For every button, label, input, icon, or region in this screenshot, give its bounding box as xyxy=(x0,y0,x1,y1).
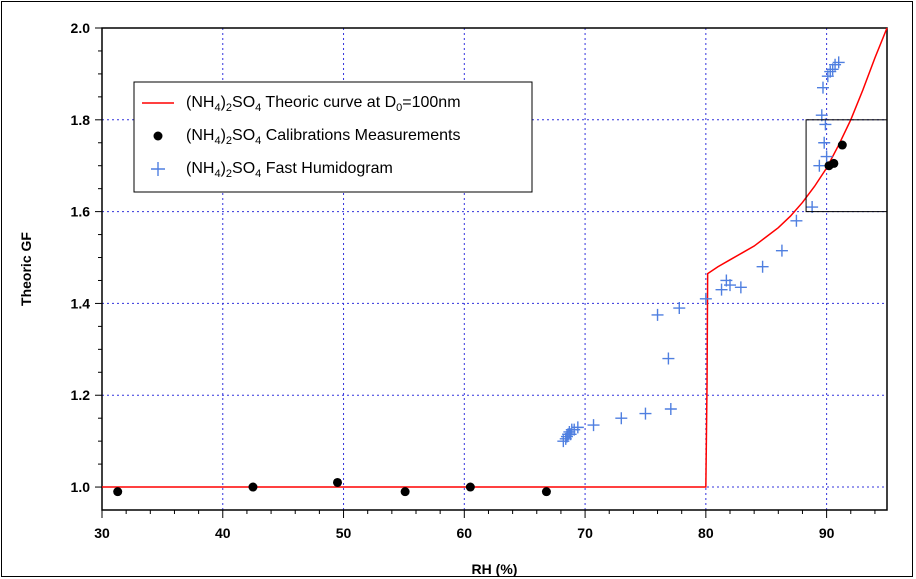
humidogram-point xyxy=(756,260,769,273)
humidogram-point xyxy=(662,352,675,365)
humidogram-point xyxy=(832,56,845,69)
humidogram-point xyxy=(587,419,600,432)
humidogram-point xyxy=(563,425,576,438)
x-tick-label: 80 xyxy=(698,525,714,541)
calibration-point xyxy=(400,487,410,497)
legend-label: (NH4)2SO4 Fast Humidogram xyxy=(186,160,393,180)
x-tick-label: 60 xyxy=(457,525,473,541)
y-axis: 1.0 1.2 1.4 1.6 1.8 2.0 xyxy=(71,20,102,495)
legend-dot-marker xyxy=(153,131,163,141)
x-tick-label: 90 xyxy=(819,525,835,541)
x-axis: 30 40 50 60 70 80 90 xyxy=(94,510,876,541)
y-tick-label: 2.0 xyxy=(71,20,91,36)
legend: (NH4)2SO4 Theoric curve at D0=100nm (NH4)… xyxy=(133,81,533,193)
humidogram-point xyxy=(571,421,584,434)
humidogram-point xyxy=(790,214,803,227)
y-tick-label: 1.0 xyxy=(71,479,91,495)
x-tick-label: 50 xyxy=(336,525,352,541)
calibration-point xyxy=(465,482,475,492)
humidogram-point xyxy=(775,244,788,257)
y-axis-title: Theoric GF xyxy=(18,232,34,306)
legend-box xyxy=(133,81,533,193)
legend-plus-marker xyxy=(151,162,165,176)
x-axis-title: RH (%) xyxy=(472,561,518,577)
plot-area xyxy=(101,27,888,511)
humidogram-point xyxy=(734,281,747,294)
calibration-point xyxy=(541,487,551,497)
humidogram-point xyxy=(715,283,728,296)
humidogram-point xyxy=(824,65,837,78)
y-tick-label: 1.4 xyxy=(71,295,91,311)
humidogram-point xyxy=(815,109,828,122)
humidogram-point xyxy=(639,407,652,420)
humidogram-point xyxy=(806,201,819,214)
humidogram-point xyxy=(818,136,831,149)
humidogram-point xyxy=(816,81,829,94)
humidogram-point xyxy=(673,302,686,315)
calibration-point xyxy=(837,140,847,150)
y-tick-label: 1.6 xyxy=(71,204,91,220)
calibration-point xyxy=(113,487,123,497)
humidogram-point xyxy=(699,292,712,305)
calibration-point xyxy=(333,477,342,487)
humidogram-point xyxy=(664,403,677,416)
x-tick-label: 30 xyxy=(94,525,110,541)
humidogram-point xyxy=(819,118,832,131)
humidogram-point xyxy=(724,279,736,292)
legend-label: (NH4)2SO4 Theoric curve at D0=100nm xyxy=(186,94,461,114)
calibration-point xyxy=(829,158,839,168)
legend-label: (NH4)2SO4 Calibrations Measurements xyxy=(186,127,460,147)
y-tick-label: 1.2 xyxy=(71,387,91,403)
humidogram-point xyxy=(615,412,628,425)
calibration-point xyxy=(248,482,258,492)
x-tick-label: 40 xyxy=(215,525,231,541)
annotation-box xyxy=(805,119,888,213)
humidogram-point xyxy=(813,159,826,172)
humidogram-point xyxy=(820,150,833,163)
y-tick-label: 1.8 xyxy=(71,112,91,128)
x-tick-label: 70 xyxy=(577,525,593,541)
humidogram-point xyxy=(651,308,664,321)
